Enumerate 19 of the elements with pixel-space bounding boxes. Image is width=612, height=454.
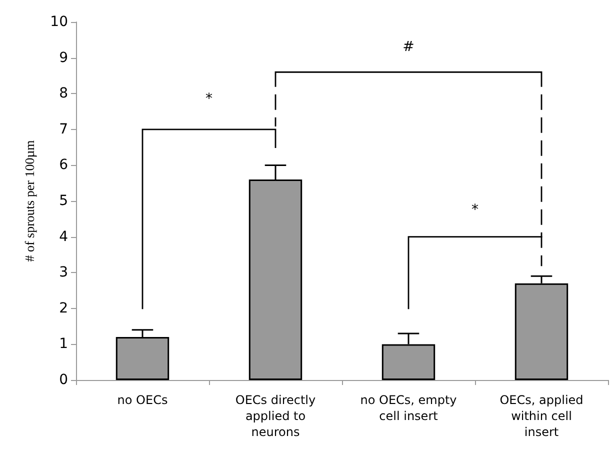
- annotation: *: [206, 90, 212, 107]
- x-tick-label: no OECs: [117, 393, 168, 407]
- x-tick-label: OECs directly applied to neurons: [235, 393, 316, 439]
- y-tick-label: 4: [59, 228, 68, 245]
- y-tick-label: 8: [59, 86, 68, 102]
- y-tick-label: 0: [59, 372, 68, 388]
- x-tick-label: OECs, applied within cell insert: [500, 393, 584, 439]
- y-tick-label: 9: [59, 50, 68, 66]
- y-tick-label: 2: [59, 300, 68, 316]
- y-tick-label: 1: [59, 336, 68, 352]
- y-tick-label: 7: [59, 121, 68, 138]
- y-tick-label: 6: [59, 157, 68, 174]
- y-axis-title: # of sprouts per 100µm: [22, 140, 37, 262]
- annotation: *: [472, 202, 478, 218]
- y-tick-label: 10: [50, 14, 68, 30]
- y-tick-label: 3: [59, 264, 68, 281]
- x-tick-label: no OECs, empty cell insert: [360, 393, 457, 423]
- y-tick-label: 5: [59, 193, 68, 209]
- annotation: #: [402, 38, 414, 55]
